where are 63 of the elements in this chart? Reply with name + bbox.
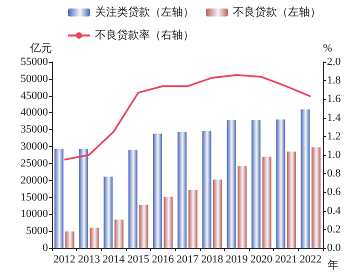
bar [104,176,113,248]
y2-tick-label: 1.0 [327,149,342,161]
y-tick-label: 5000 [26,225,48,238]
y-tick-label: 15000 [20,191,48,204]
x-tick-label: 2021 [275,254,298,266]
bar [65,231,74,248]
bar [178,132,187,248]
x-axis-title: 年 [328,260,339,272]
bar [188,190,198,248]
bar [202,130,212,248]
y-axis-title: 亿元 [29,42,52,54]
y2-tick-label: 1.2 [327,130,341,142]
x-tick-label: 2022 [300,254,322,266]
bar [54,148,64,248]
bar [79,148,88,248]
bar [312,147,321,248]
y2-axis-title: % [323,42,332,54]
y-tick-label: 10000 [20,208,48,220]
x-tick-label: 2019 [226,254,248,266]
y2-tick-label: 0.0 [327,242,342,254]
y-tick-label: 40000 [20,106,48,119]
bar [252,120,261,248]
bar [276,119,286,248]
y2-tick-label: 0.2 [327,223,341,236]
bar [238,166,247,248]
y2-tick-label: 1.6 [327,93,342,106]
bar [128,150,138,248]
legend-label: 关注类贷款（左轴） [95,6,194,18]
y2-tick-label: 0.4 [327,204,342,217]
x-tick-label: 2016 [152,254,174,266]
bar [213,180,222,248]
legend-label: 不良贷款（左轴） [233,6,321,18]
y-tick-label: 55000 [20,56,48,68]
bar [226,120,236,248]
x-tick-label: 2015 [127,254,150,266]
x-tick-label: 2017 [176,254,199,266]
bar [262,156,272,248]
y2-tick-label: 0.8 [327,168,342,180]
bar [152,134,162,248]
y-tick-label: 35000 [20,124,48,136]
y-tick-label: 50000 [20,72,48,85]
bar [139,205,148,248]
x-tick-label: 2020 [250,254,273,266]
line-series [63,74,312,161]
y-tick-label: 25000 [20,157,48,170]
y2-tick-label: 1.8 [327,74,342,87]
y2-tick-label: 1.4 [327,112,342,124]
x-tick-label: 2012 [53,254,76,266]
x-tick-label: 2013 [78,254,100,266]
y-tick-label: 30000 [20,140,48,153]
bar [164,196,173,248]
bar [286,152,296,248]
y2-tick-label: 0.6 [327,186,342,198]
y-tick-label: 45000 [20,90,48,102]
x-tick-label: 2018 [201,254,224,266]
y-tick-label: 20000 [20,174,48,186]
bar [300,109,310,248]
x-tick-label: 2014 [102,254,126,266]
y-tick-label: 0 [42,242,48,254]
bar [90,228,99,248]
bar [114,220,124,248]
y2-tick-label: 2.0 [327,56,342,68]
legend-label: 不良贷款率（右轴） [95,28,194,42]
